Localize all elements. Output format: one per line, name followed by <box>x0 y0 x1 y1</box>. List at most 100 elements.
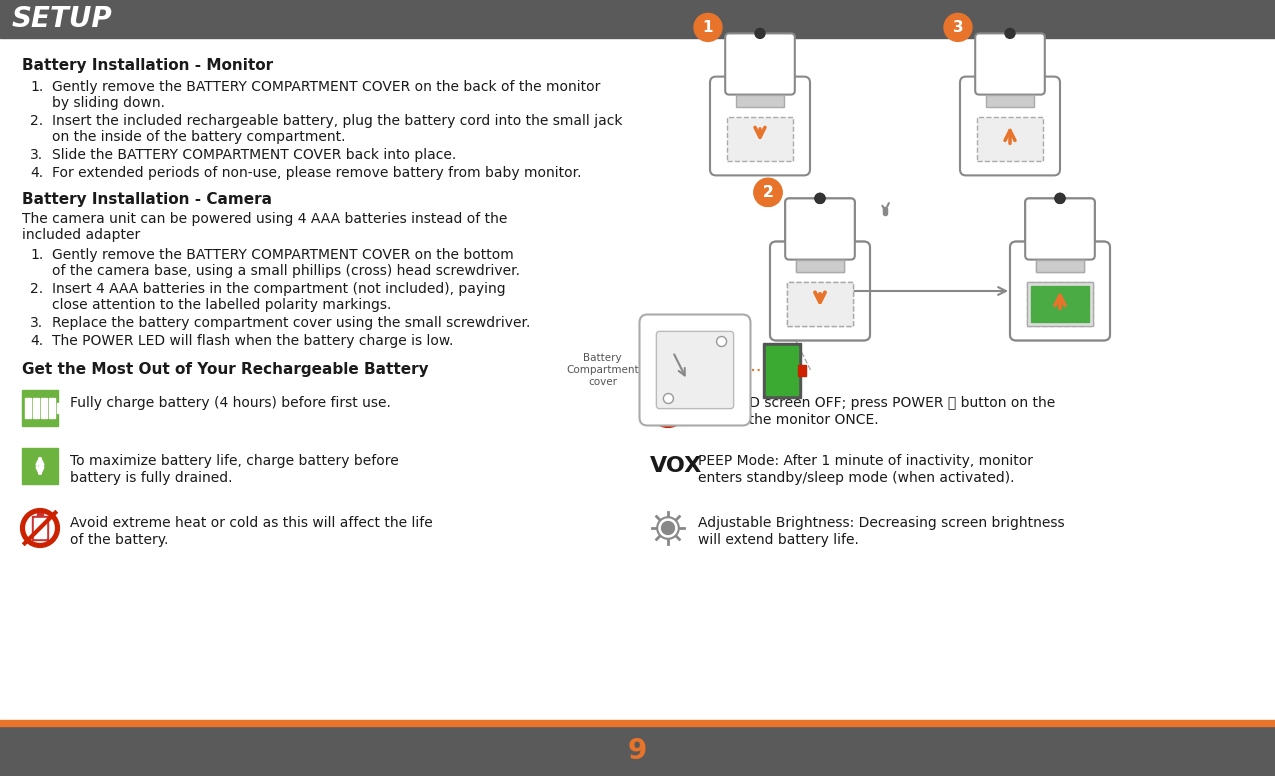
Circle shape <box>662 521 674 535</box>
Circle shape <box>22 510 57 546</box>
FancyBboxPatch shape <box>657 331 733 409</box>
Bar <box>0 720 1275 726</box>
Text: Adjustable Brightness: Decreasing screen brightness: Adjustable Brightness: Decreasing screen… <box>697 516 1065 530</box>
Text: VOX: VOX <box>650 456 703 476</box>
Text: 9: 9 <box>627 737 646 765</box>
Circle shape <box>1005 29 1015 38</box>
Text: Battery Installation - Monitor: Battery Installation - Monitor <box>22 58 273 73</box>
Text: included adapter: included adapter <box>22 228 140 242</box>
Text: will extend battery life.: will extend battery life. <box>697 533 859 547</box>
Bar <box>787 282 853 327</box>
Bar <box>1035 260 1084 272</box>
Bar <box>0 726 1275 776</box>
Circle shape <box>754 178 782 206</box>
Text: 3: 3 <box>952 20 964 35</box>
Text: Turn LCD screen OFF; press POWER ⏻ button on the: Turn LCD screen OFF; press POWER ⏻ butto… <box>697 396 1056 410</box>
Text: 2.: 2. <box>31 282 43 296</box>
Bar <box>727 116 793 161</box>
FancyBboxPatch shape <box>710 77 810 175</box>
Bar <box>33 398 40 418</box>
Text: 3.: 3. <box>31 148 43 162</box>
Text: Insert the included rechargeable battery, plug the battery cord into the small j: Insert the included rechargeable battery… <box>52 114 622 128</box>
Text: Battery
Compartment
cover: Battery Compartment cover <box>566 353 639 386</box>
FancyBboxPatch shape <box>975 33 1044 95</box>
Bar <box>22 390 57 426</box>
Bar <box>0 0 1275 38</box>
FancyBboxPatch shape <box>770 241 870 341</box>
Text: SETUP: SETUP <box>11 5 112 33</box>
FancyBboxPatch shape <box>1025 199 1095 260</box>
Bar <box>977 116 1043 161</box>
Text: Fully charge battery (4 hours) before first use.: Fully charge battery (4 hours) before fi… <box>70 396 391 410</box>
Circle shape <box>944 13 972 41</box>
Text: 1.: 1. <box>31 248 43 262</box>
Text: 1: 1 <box>703 20 713 35</box>
Bar <box>34 518 46 538</box>
Text: battery is fully drained.: battery is fully drained. <box>70 471 232 485</box>
Bar <box>986 95 1034 107</box>
Text: 2.: 2. <box>31 114 43 128</box>
Text: Battery Installation - Camera: Battery Installation - Camera <box>22 192 272 207</box>
Bar <box>1026 282 1093 327</box>
FancyBboxPatch shape <box>1010 241 1111 341</box>
FancyBboxPatch shape <box>1025 199 1095 260</box>
Text: To maximize battery life, charge battery before: To maximize battery life, charge battery… <box>70 454 399 468</box>
Text: 4.: 4. <box>31 334 43 348</box>
Bar <box>1026 282 1093 327</box>
Bar <box>57 403 60 413</box>
Bar <box>1035 260 1084 272</box>
Text: Insert 4 AAA batteries in the compartment (not included), paying: Insert 4 AAA batteries in the compartmen… <box>52 282 506 296</box>
Text: by sliding down.: by sliding down. <box>52 96 164 110</box>
Circle shape <box>717 337 727 347</box>
Bar <box>736 95 784 107</box>
Bar <box>1031 286 1089 322</box>
Circle shape <box>663 393 673 404</box>
FancyBboxPatch shape <box>785 199 854 260</box>
FancyBboxPatch shape <box>640 314 751 425</box>
Text: The POWER LED will flash when the battery charge is low.: The POWER LED will flash when the batter… <box>52 334 454 348</box>
Text: 2: 2 <box>762 185 774 200</box>
Text: Slide the BATTERY COMPARTMENT COVER back into place.: Slide the BATTERY COMPARTMENT COVER back… <box>52 148 456 162</box>
Bar <box>48 398 55 418</box>
Text: For extended periods of non-use, please remove battery from baby monitor.: For extended periods of non-use, please … <box>52 166 581 180</box>
Text: enters standby/sleep mode (when activated).: enters standby/sleep mode (when activate… <box>697 471 1015 485</box>
Text: PEEP Mode: After 1 minute of inactivity, monitor: PEEP Mode: After 1 minute of inactivity,… <box>697 454 1033 468</box>
FancyBboxPatch shape <box>725 33 794 95</box>
Text: 3.: 3. <box>31 316 43 330</box>
Text: The camera unit can be powered using 4 AAA batteries instead of the: The camera unit can be powered using 4 A… <box>22 212 507 226</box>
Text: Gently remove the BATTERY COMPARTMENT COVER on the bottom: Gently remove the BATTERY COMPARTMENT CO… <box>52 248 514 262</box>
Text: on the inside of the battery compartment.: on the inside of the battery compartment… <box>52 130 346 144</box>
FancyBboxPatch shape <box>1010 241 1111 341</box>
Bar <box>762 342 801 397</box>
Text: of the camera base, using a small phillips (cross) head screwdriver.: of the camera base, using a small philli… <box>52 264 520 278</box>
Bar <box>26 398 31 418</box>
Circle shape <box>1054 193 1065 203</box>
Bar <box>32 516 48 539</box>
FancyBboxPatch shape <box>960 77 1060 175</box>
Text: 2: 2 <box>762 185 774 200</box>
Text: side of the monitor ONCE.: side of the monitor ONCE. <box>697 413 878 427</box>
Text: 4.: 4. <box>31 166 43 180</box>
Bar <box>796 260 844 272</box>
Text: Avoid extreme heat or cold as this will affect the life: Avoid extreme heat or cold as this will … <box>70 516 432 530</box>
Bar <box>797 365 806 376</box>
Text: Get the Most Out of Your Rechargeable Battery: Get the Most Out of Your Rechargeable Ba… <box>22 362 428 377</box>
Bar <box>41 398 47 418</box>
Bar <box>37 514 43 516</box>
FancyBboxPatch shape <box>770 241 870 341</box>
Text: Gently remove the BATTERY COMPARTMENT COVER on the back of the monitor: Gently remove the BATTERY COMPARTMENT CO… <box>52 80 601 94</box>
Bar <box>22 448 57 484</box>
Text: 1.: 1. <box>31 80 43 94</box>
FancyBboxPatch shape <box>785 199 854 260</box>
Text: of the battery.: of the battery. <box>70 533 168 547</box>
Circle shape <box>755 29 765 38</box>
Circle shape <box>694 13 722 41</box>
Text: close attention to the labelled polarity markings.: close attention to the labelled polarity… <box>52 298 391 312</box>
Circle shape <box>815 193 825 203</box>
Text: Replace the battery compartment cover using the small screwdriver.: Replace the battery compartment cover us… <box>52 316 530 330</box>
Circle shape <box>1054 193 1065 203</box>
Bar <box>796 260 844 272</box>
Bar <box>765 345 797 394</box>
Circle shape <box>815 193 825 203</box>
Bar <box>787 282 853 327</box>
